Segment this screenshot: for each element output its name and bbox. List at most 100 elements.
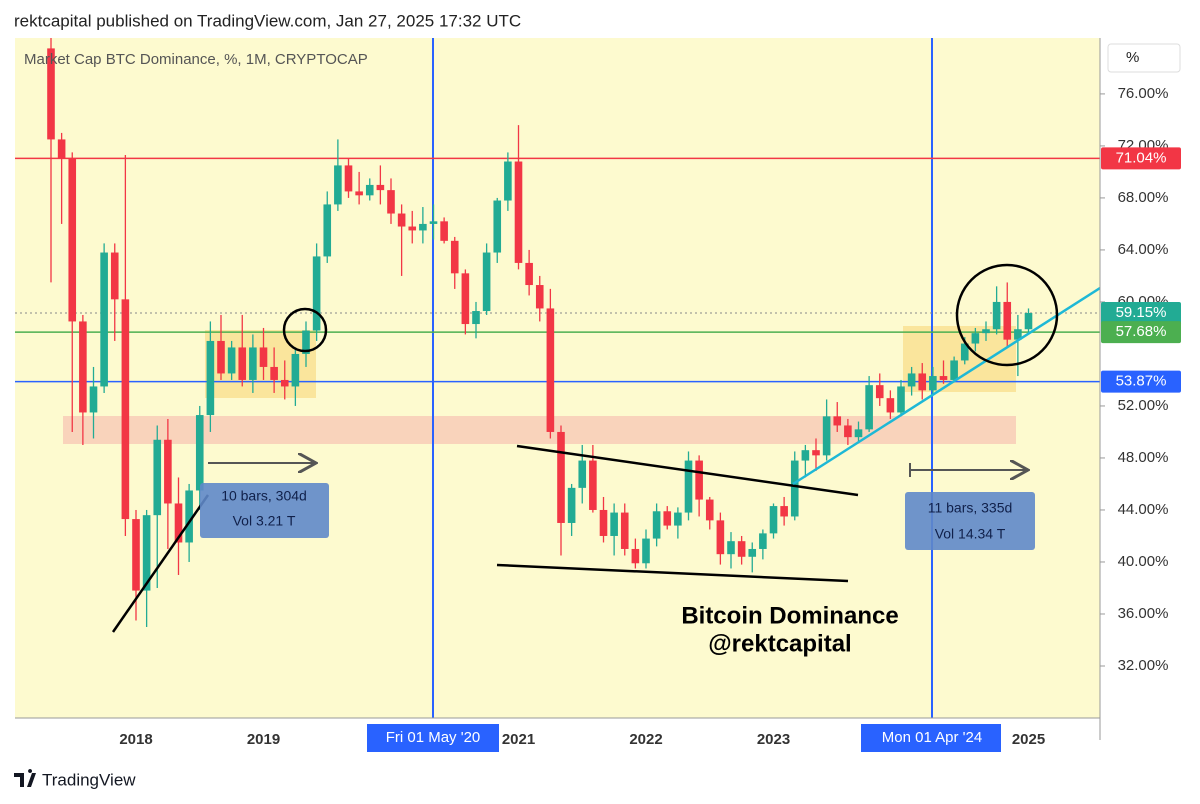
measure-text: Vol 3.21 T <box>233 513 296 529</box>
candle-body <box>748 548 757 557</box>
candle-body <box>695 460 703 500</box>
candle-body <box>918 373 927 391</box>
candle-body <box>408 226 417 231</box>
candle-body <box>971 333 980 344</box>
y-tick-label: 68.00% <box>1118 189 1169 206</box>
candle-body <box>716 520 725 555</box>
crosshair-label: Fri 01 May '20 <box>386 729 481 746</box>
candle-body <box>376 184 385 191</box>
candle-body <box>535 285 544 309</box>
trendline <box>111 494 210 633</box>
candle-body <box>291 353 300 387</box>
candle-body <box>227 347 236 374</box>
y-tick-label: 48.00% <box>1118 449 1169 466</box>
candle-body <box>504 161 512 201</box>
candle-body <box>334 165 342 205</box>
candles <box>47 38 1033 627</box>
unit-box <box>1107 43 1181 73</box>
measure-box <box>200 483 329 538</box>
measure-text: Vol 14.34 T <box>935 526 1006 542</box>
measure-text: 10 bars, 304d <box>221 488 307 504</box>
candle-body <box>174 503 183 543</box>
y-tick-label: 44.00% <box>1118 501 1169 518</box>
candle-body <box>482 252 491 312</box>
candle-body <box>142 515 151 591</box>
candle-body <box>57 139 66 159</box>
candle-body <box>110 252 119 300</box>
watermark: @rektcapital <box>708 630 851 657</box>
trendline <box>496 563 849 583</box>
candle-body <box>589 460 597 510</box>
candle-body <box>950 360 958 380</box>
candle-body <box>450 240 459 274</box>
trendline <box>792 286 1100 486</box>
candle-body <box>164 439 172 504</box>
pane-content: 10 bars, 304d Vol 3.21 T 11 bars, 335d V… <box>15 38 1100 718</box>
candle-body <box>759 533 767 549</box>
measure-text: 11 bars, 335d <box>928 500 1013 516</box>
candle-body <box>737 541 746 557</box>
candle-body <box>982 329 990 334</box>
candle-body <box>620 512 629 549</box>
candle-body <box>461 273 470 325</box>
candle-body <box>89 386 98 413</box>
candle-body <box>812 450 820 456</box>
candle-body <box>886 398 895 413</box>
measure-box <box>905 492 1035 550</box>
candle-body <box>121 299 130 520</box>
y-tick-label: 64.00% <box>1118 241 1169 258</box>
candle-body <box>153 439 162 516</box>
price-label: 71.04% <box>1116 149 1167 166</box>
candle-body <box>365 184 374 196</box>
candle-body <box>663 511 672 526</box>
candle-body <box>578 460 587 488</box>
candle-body <box>652 511 661 539</box>
candle-body <box>185 490 193 543</box>
candle-body <box>397 213 406 227</box>
candle-body <box>674 512 682 526</box>
candle-body <box>355 191 363 196</box>
candle-body <box>323 204 332 257</box>
candle-body <box>992 301 1001 330</box>
candle-body <box>780 506 788 517</box>
candle-body <box>195 415 204 491</box>
candle-body <box>100 252 108 387</box>
x-tick-label: 2023 <box>757 731 790 748</box>
price-label-box <box>1101 370 1181 393</box>
candle-body <box>429 221 438 224</box>
x-tick-label: 2021 <box>502 731 535 748</box>
candle-body <box>47 48 55 140</box>
price-label-box <box>1101 147 1181 170</box>
price-label: 57.68% <box>1116 323 1167 340</box>
candle-body <box>238 347 247 380</box>
crosshair-label-box <box>367 724 499 752</box>
trendline <box>516 444 859 497</box>
price-lines <box>15 157 1100 383</box>
candle-body <box>567 487 576 523</box>
candle-body <box>419 223 427 231</box>
x-tick-label: 2022 <box>629 731 662 748</box>
candle-body <box>790 460 799 517</box>
candle-body <box>132 519 140 591</box>
candle-body <box>939 376 948 380</box>
price-label-box <box>1101 321 1181 344</box>
y-tick-label: 52.00% <box>1118 397 1169 414</box>
candle-body <box>312 256 321 331</box>
candle-body <box>642 538 650 564</box>
candle-body <box>280 379 289 387</box>
candle-body <box>929 376 937 391</box>
candle-body <box>907 373 916 387</box>
y-unit: % <box>1126 49 1139 66</box>
candle-body <box>1024 312 1033 330</box>
candle-body <box>217 340 225 374</box>
y-tick-label: 40.00% <box>1118 553 1169 570</box>
candle-body <box>769 506 778 534</box>
candle-body <box>833 416 842 426</box>
highlight-circle <box>955 263 1059 367</box>
candle-body <box>472 311 480 325</box>
logo-icon <box>14 769 36 787</box>
candle-body <box>897 386 905 413</box>
candle-body <box>854 429 863 438</box>
